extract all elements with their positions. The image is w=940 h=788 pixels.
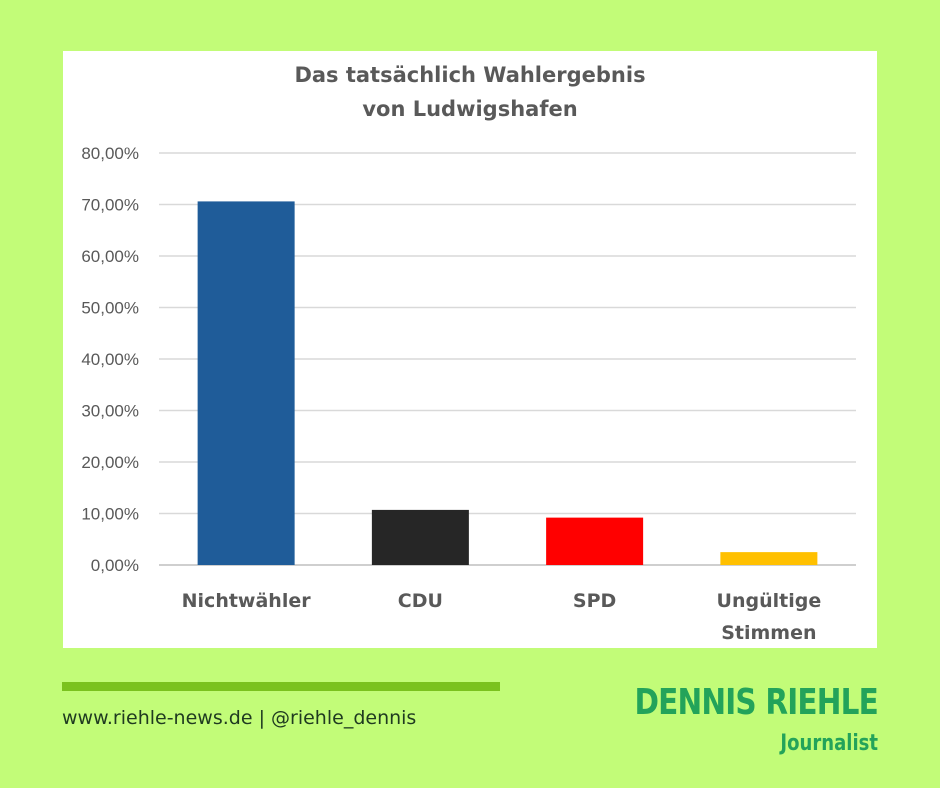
- x-category-label: Nichtwähler: [182, 590, 312, 612]
- brand-name: DENNIS RIEHLE: [634, 682, 878, 723]
- y-tick-label: 30,00%: [81, 402, 139, 421]
- bar: [197, 201, 295, 565]
- y-tick-label: 50,00%: [81, 299, 139, 318]
- x-category-label: Ungültige: [717, 590, 822, 612]
- bar: [371, 509, 469, 565]
- footer-separator: |: [258, 707, 265, 729]
- y-tick-label: 80,00%: [81, 144, 139, 163]
- social-handle-link[interactable]: @riehle_dennis: [271, 707, 417, 729]
- chart-title-line-1: Das tatsächlich Wahlergebnis: [294, 63, 646, 87]
- chart-title-line-2: von Ludwigshafen: [362, 97, 578, 121]
- x-category-label: SPD: [573, 590, 616, 612]
- x-category-label: CDU: [398, 590, 443, 612]
- bar-chart: 0,00% 10,00% 20,00% 30,00% 40,00% 50,00% 60,00…: [81, 144, 856, 644]
- brand-role: Journalist: [780, 731, 878, 756]
- bar: [546, 517, 644, 565]
- x-category-label: Stimmen: [721, 622, 816, 644]
- website-link[interactable]: www.riehle-news.de: [62, 707, 253, 729]
- chart-title: Das tatsächlich Wahlergebnis von Ludwigs…: [0, 58, 940, 126]
- y-tick-label: 10,00%: [81, 505, 139, 524]
- chart-card: 0,00% 10,00% 20,00% 30,00% 40,00% 50,00% 60,00…: [63, 51, 877, 648]
- y-tick-label: 0,00%: [91, 556, 139, 575]
- bar: [720, 552, 818, 565]
- accent-divider: [62, 682, 500, 691]
- y-tick-label: 20,00%: [81, 453, 139, 472]
- footer-links: www.riehle-news.de | @riehle_dennis: [62, 707, 416, 729]
- y-tick-label: 60,00%: [81, 247, 139, 266]
- y-tick-label: 40,00%: [81, 350, 139, 369]
- y-tick-label: 70,00%: [81, 196, 139, 215]
